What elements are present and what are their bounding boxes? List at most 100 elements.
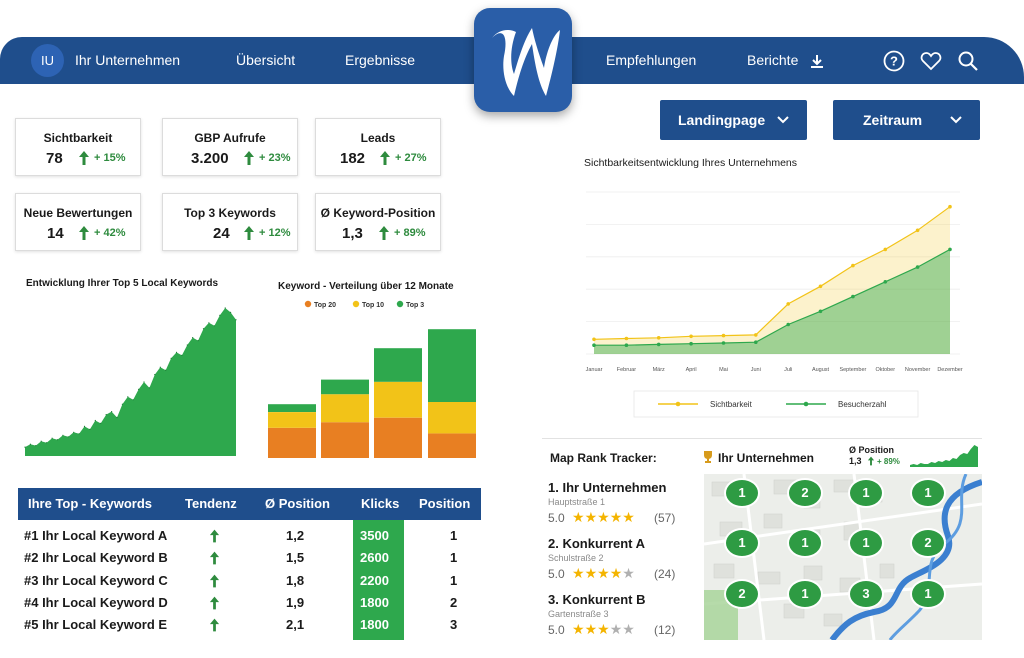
keyword-name: #3 Ihr Local Keyword C (24, 573, 168, 588)
star-icon: ★ (572, 565, 585, 581)
col-tendenz[interactable]: Tendenz (185, 496, 237, 511)
map-rank-pin[interactable]: 1 (724, 528, 760, 558)
nav-uebersicht[interactable]: Übersicht (236, 52, 296, 68)
klicks-highlight-column (353, 520, 404, 640)
nav-berichte[interactable]: Berichte (747, 52, 799, 68)
map-rank-sparkline (910, 445, 978, 467)
competitor-name: 3. Konkurrent B (548, 592, 646, 607)
star-icon: ★ (572, 509, 585, 525)
table-row[interactable]: #3 Ihr Local Keyword C 1,8 2200 1 (18, 570, 481, 592)
map-rank-pin[interactable]: 3 (848, 579, 884, 609)
kpi-change: + 89% (394, 227, 426, 239)
map-rank-pin[interactable]: 2 (787, 478, 823, 508)
area-point (138, 388, 140, 390)
table-row[interactable]: #4 Ihr Local Keyword D 1,9 1800 2 (18, 592, 481, 614)
table-row[interactable]: #2 Ihr Local Keyword B 1,5 2600 1 (18, 547, 481, 569)
keyword-position: 3 (450, 617, 458, 632)
kpi-value: 14 (47, 225, 64, 242)
logo-mark-icon (492, 28, 560, 96)
area-point (192, 337, 194, 339)
area-point (62, 434, 64, 436)
area-point (89, 428, 91, 430)
area-point (186, 344, 188, 346)
area-point (181, 354, 183, 356)
kpi-card-gbp-aufrufe: GBP Aufrufe 3.200 + 23% (162, 118, 298, 176)
kpi-card-sichtbarkeit: Sichtbarkeit 78 + 15% (15, 118, 141, 176)
area-point (116, 416, 118, 419)
help-icon[interactable]: ? (882, 49, 906, 73)
kpi-label: GBP Aufrufe (194, 131, 266, 145)
series-point (624, 336, 629, 341)
star-icon: ★ (609, 565, 623, 581)
map-rank-pin[interactable]: 2 (724, 579, 760, 609)
kpi-label: Top 3 Keywords (184, 206, 276, 220)
nav-ergebnisse[interactable]: Ergebnisse (345, 52, 416, 68)
kpi-change: + 27% (395, 152, 427, 164)
bar-segment (374, 417, 422, 458)
nav-empfehlungen[interactable]: Empfehlungen (606, 52, 697, 68)
competitor-name: 1. Ihr Unternehmen (548, 480, 667, 495)
map-rank-pos-label: Ø Position (849, 445, 894, 455)
star-icon: ★ (622, 565, 635, 581)
trend-up-icon (209, 618, 220, 632)
series-point (851, 294, 855, 299)
area-point (175, 351, 178, 353)
col-avg-position[interactable]: Ø Position (265, 496, 330, 511)
arrow-up-icon (79, 226, 89, 240)
kpi-value: 182 (340, 150, 366, 167)
col-keywords[interactable]: Ihre Top - Keywords (28, 496, 152, 511)
map-rank-pin[interactable]: 1 (848, 528, 884, 558)
landingpage-label: Landingpage (678, 112, 766, 128)
area-point (24, 446, 26, 448)
area-point (94, 419, 96, 422)
col-position[interactable]: Position (419, 496, 471, 511)
area-point (29, 443, 31, 445)
search-icon[interactable] (956, 49, 980, 73)
company-avatar[interactable]: IU (31, 44, 64, 77)
keyword-table-header: Ihre Top - Keywords Tendenz Ø Position K… (18, 488, 481, 520)
download-icon[interactable] (808, 52, 826, 70)
keyword-development-chart (24, 307, 237, 456)
col-klicks[interactable]: Klicks (361, 496, 400, 511)
brand-logo[interactable] (474, 8, 572, 112)
x-tick-label: September (839, 367, 866, 373)
star-icon: ★ (584, 621, 598, 637)
zeitraum-dropdown[interactable]: Zeitraum (833, 100, 980, 140)
heart-icon[interactable] (919, 49, 943, 73)
map-rank-pin[interactable]: 1 (787, 528, 823, 558)
keyword-clicks: 1800 (360, 617, 389, 632)
series-area (594, 249, 950, 354)
area-point (159, 366, 161, 368)
arrow-up-icon (244, 226, 254, 240)
map-rank-pin[interactable]: 1 (724, 478, 760, 508)
map-rank-pin[interactable]: 1 (787, 579, 823, 609)
table-row[interactable]: #5 Ihr Local Keyword E 2,1 1800 3 (18, 614, 481, 636)
area-point (219, 314, 221, 316)
area-point (83, 425, 86, 427)
area-point (132, 399, 134, 401)
legend-marker (396, 300, 404, 308)
keyword-name: #1 Ihr Local Keyword A (24, 528, 168, 543)
table-row[interactable]: #1 Ihr Local Keyword A 1,2 3500 1 (18, 525, 481, 547)
map-rank-pin[interactable]: 1 (910, 478, 946, 508)
bar-segment (321, 379, 369, 395)
map-rank-pin[interactable]: 1 (848, 478, 884, 508)
chevron-down-icon (777, 116, 789, 124)
visibility-chart-title: Sichtbarkeitsentwicklung Ihres Unternehm… (584, 157, 798, 169)
landingpage-dropdown[interactable]: Landingpage (660, 100, 807, 140)
series-point (592, 337, 596, 342)
area-point (230, 311, 232, 313)
map-rank-pin[interactable]: 1 (910, 579, 946, 609)
x-tick-label: November (905, 367, 931, 373)
keyword-development-title: Entwicklung Ihrer Top 5 Local Keywords (26, 278, 219, 289)
nav-company[interactable]: Ihr Unternehmen (75, 52, 181, 68)
area-point (56, 439, 59, 441)
bar-segment (428, 329, 476, 402)
star-icon: ★ (622, 509, 635, 525)
bar-segment (428, 402, 476, 434)
series-point (689, 341, 693, 346)
kpi-card-keyword-position: Ø Keyword-Position 1,3 + 89% (315, 193, 441, 251)
map-rank-pin[interactable]: 2 (910, 528, 946, 558)
competitor-rating: 5.0 (548, 511, 565, 525)
